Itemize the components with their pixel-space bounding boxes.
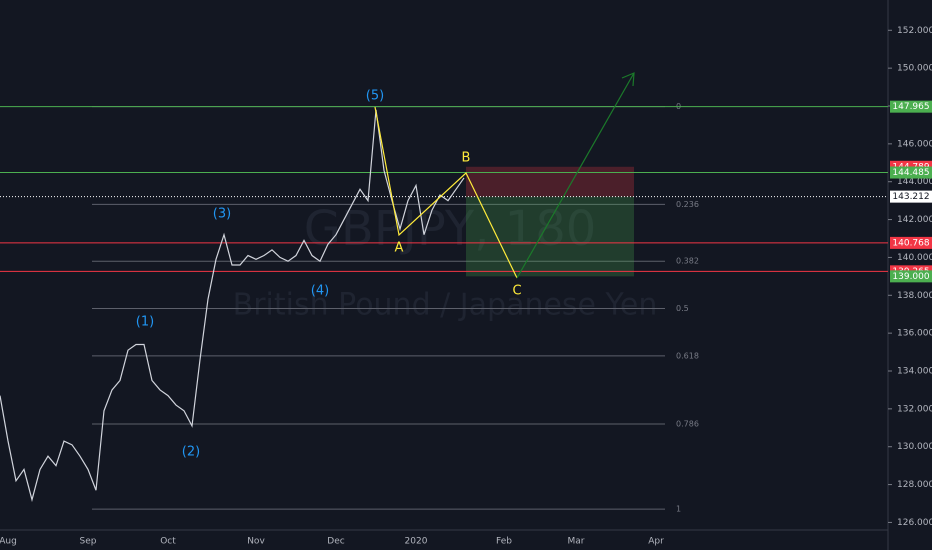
- wave-label: (4): [311, 284, 329, 299]
- corrective-label: C: [512, 284, 521, 299]
- price-line: [0, 109, 465, 503]
- x-tick-label: Nov: [247, 537, 265, 547]
- price-label-bg: [890, 270, 932, 283]
- abc-path: [374, 106, 518, 279]
- y-tick-label: 138.000: [897, 291, 932, 301]
- wave-label: (5): [366, 89, 384, 104]
- stop-zone: [466, 166, 634, 197]
- x-tick-label: Sep: [80, 537, 97, 547]
- y-tick-label: 132.000: [897, 404, 932, 414]
- price-label: 139.000: [892, 272, 929, 282]
- y-tick-label: 142.000: [897, 215, 932, 225]
- y-tick-label: 136.000: [897, 329, 932, 339]
- fib-label: 0.382: [676, 257, 699, 266]
- fib-label: 0.786: [676, 420, 699, 429]
- wave-label: (1): [136, 315, 154, 330]
- x-tick-label: Aug: [0, 537, 17, 547]
- price-label: 144.485: [892, 168, 929, 178]
- fib-label: 0.618: [676, 351, 699, 360]
- price-label: 147.965: [892, 102, 929, 112]
- x-tick-label: Mar: [568, 537, 585, 547]
- projection-arrow: [516, 72, 635, 279]
- price-label-bg: [890, 190, 932, 203]
- y-tick-label: 144.000: [897, 177, 932, 187]
- fib-label: 1: [676, 505, 681, 514]
- fib-label: 0.5: [676, 304, 689, 313]
- y-tick-label: 134.000: [897, 367, 932, 377]
- y-tick-label: 128.000: [897, 480, 932, 490]
- x-tick-label: Feb: [496, 537, 512, 547]
- x-tick-label: Oct: [160, 537, 176, 547]
- fib-label: 0.236: [676, 200, 699, 209]
- y-tick-label: 140.000: [897, 253, 932, 263]
- watermark: GBPJPY, 180: [304, 201, 597, 257]
- x-tick-label: 2020: [405, 537, 428, 547]
- x-tick-label: Apr: [648, 537, 664, 547]
- price-label: 143.212: [892, 192, 929, 202]
- y-tick-label: 146.000: [897, 139, 932, 149]
- price-label: 140.768: [892, 238, 929, 248]
- y-tick-label: 130.000: [897, 442, 932, 452]
- x-tick-label: Dec: [327, 537, 344, 547]
- price-label-bg: [890, 236, 932, 249]
- y-tick-label: 126.000: [897, 518, 932, 528]
- corrective-label: A: [395, 241, 404, 256]
- wave-label: (3): [213, 207, 231, 222]
- y-tick-label: 150.000: [897, 64, 932, 74]
- corrective-label: B: [462, 151, 471, 166]
- watermark-subtitle: British Pound / Japanese Yen: [233, 288, 658, 323]
- price-label-bg: [890, 100, 932, 113]
- y-tick-label: 152.000: [897, 26, 932, 36]
- target-zone: [466, 196, 634, 277]
- price-label-bg: [890, 166, 932, 179]
- wave-label: (2): [182, 445, 200, 460]
